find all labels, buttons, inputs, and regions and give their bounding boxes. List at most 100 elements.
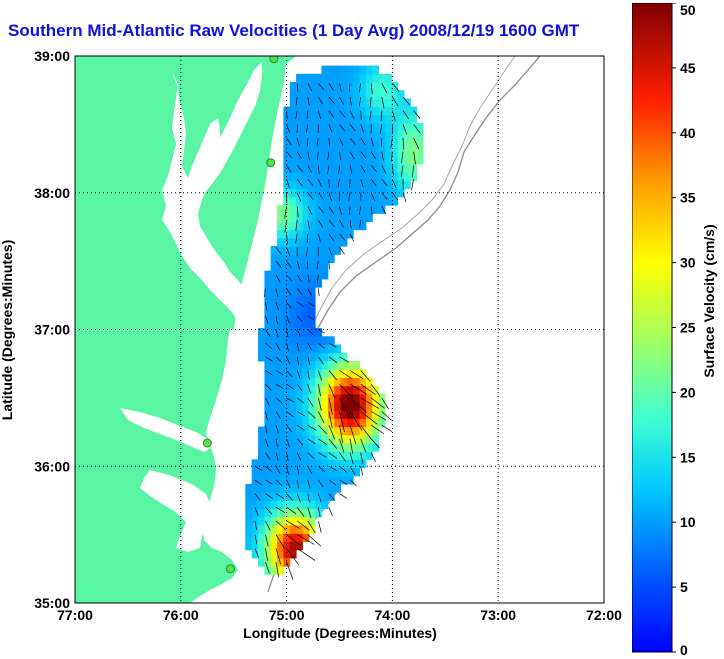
velocity-cell xyxy=(296,533,303,542)
velocity-cell xyxy=(277,352,284,362)
velocity-cell xyxy=(327,451,335,460)
colorbar-gradient xyxy=(632,3,673,653)
velocity-cell xyxy=(397,188,405,198)
velocity-cell xyxy=(327,114,335,124)
velocity-vector xyxy=(327,165,330,174)
velocity-cell xyxy=(391,139,399,149)
velocity-cell xyxy=(340,393,348,403)
velocity-cell xyxy=(321,246,329,255)
velocity-vector xyxy=(369,110,372,121)
station-marker xyxy=(226,564,235,574)
velocity-cell xyxy=(353,410,361,419)
velocity-cell xyxy=(296,262,303,272)
velocity-vector xyxy=(318,83,325,91)
velocity-cell xyxy=(353,114,361,124)
velocity-cell xyxy=(277,434,284,444)
velocity-cell xyxy=(308,361,316,370)
velocity-cell xyxy=(277,295,284,304)
velocity-cell xyxy=(251,500,259,510)
velocity-cell xyxy=(258,426,265,436)
velocity-cell xyxy=(308,278,316,288)
velocity-cell xyxy=(372,98,380,108)
velocity-cell xyxy=(334,114,341,124)
velocity-cell xyxy=(372,434,380,444)
velocity-cell xyxy=(264,377,272,387)
velocity-cell xyxy=(283,541,291,551)
velocity-cell xyxy=(346,402,354,411)
velocity-vector xyxy=(370,151,376,160)
velocity-cell xyxy=(334,229,341,239)
velocity-cell xyxy=(264,566,272,575)
velocity-cell xyxy=(366,123,373,132)
velocity-cell xyxy=(346,123,354,132)
velocity-cell xyxy=(296,525,303,534)
velocity-cell xyxy=(315,262,322,272)
velocity-cell xyxy=(372,172,380,181)
velocity-cell xyxy=(296,377,303,387)
velocity-cell xyxy=(410,164,418,173)
velocity-cell xyxy=(359,451,367,460)
velocity-cell xyxy=(308,287,316,296)
plot-frame xyxy=(74,55,605,604)
velocity-cell xyxy=(327,172,335,181)
velocity-cell xyxy=(302,525,310,534)
velocity-cell xyxy=(366,426,373,436)
velocity-cell xyxy=(289,418,297,428)
velocity-cell xyxy=(264,467,272,477)
velocity-cell xyxy=(308,336,316,345)
velocity-vector xyxy=(286,534,302,547)
velocity-vector xyxy=(265,356,273,362)
velocity-vector xyxy=(284,220,287,233)
velocity-vector xyxy=(349,96,352,106)
velocity-vector xyxy=(296,466,300,475)
velocity-cell xyxy=(334,73,341,83)
velocity-vector xyxy=(286,137,292,146)
velocity-cell xyxy=(289,492,297,501)
velocity-cell xyxy=(372,155,380,165)
velocity-vector xyxy=(307,220,310,230)
velocity-vector xyxy=(339,425,344,444)
velocity-cell xyxy=(315,98,322,108)
velocity-cell xyxy=(277,508,284,518)
velocity-vector xyxy=(360,424,372,440)
velocity-vector xyxy=(275,438,278,448)
velocity-vector xyxy=(307,534,322,547)
velocity-cell xyxy=(277,213,284,222)
land-mass xyxy=(75,56,296,603)
velocity-cell xyxy=(353,361,361,370)
velocity-cell xyxy=(385,180,392,190)
velocity-cell xyxy=(264,484,272,493)
velocity-vector xyxy=(316,137,319,147)
velocity-cell xyxy=(308,82,316,91)
velocity-cell xyxy=(346,385,354,395)
velocity-cell xyxy=(289,484,297,493)
velocity-cell xyxy=(270,393,278,403)
velocity-cell xyxy=(321,229,329,239)
velocity-cell xyxy=(378,98,386,108)
velocity-cell xyxy=(366,65,373,75)
velocity-cell xyxy=(366,434,373,444)
velocity-cell xyxy=(296,475,303,485)
velocity-vector xyxy=(275,466,281,474)
velocity-vector xyxy=(275,548,282,565)
velocity-cell xyxy=(321,402,329,411)
velocity-vector xyxy=(296,192,302,202)
velocity-cell xyxy=(327,254,335,263)
velocity-cell xyxy=(359,82,367,91)
velocity-vectors xyxy=(254,83,421,580)
velocity-cell xyxy=(315,451,322,460)
velocity-cell xyxy=(245,500,253,510)
velocity-cell xyxy=(283,246,291,255)
velocity-cell xyxy=(302,287,310,296)
velocity-cell xyxy=(366,443,373,452)
velocity-vector xyxy=(317,233,321,243)
velocity-cell xyxy=(283,410,291,419)
velocity-vector xyxy=(337,179,340,188)
velocity-cell xyxy=(334,188,341,198)
velocity-vector xyxy=(265,329,271,337)
velocity-vector xyxy=(296,397,305,404)
velocity-cell xyxy=(372,205,380,214)
velocity-cell xyxy=(315,336,322,345)
velocity-cell xyxy=(264,508,272,518)
velocity-cell xyxy=(296,106,303,116)
